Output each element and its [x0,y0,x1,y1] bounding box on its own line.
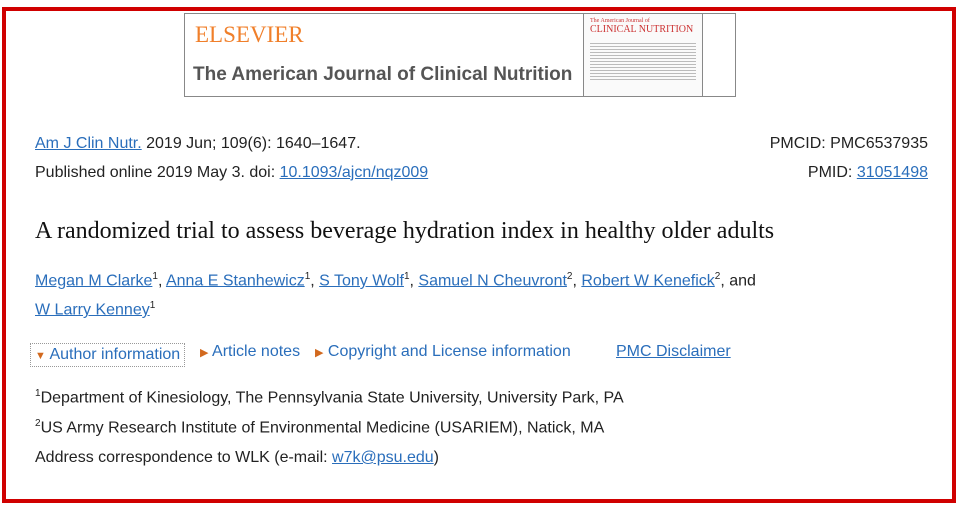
author-link[interactable]: S Tony Wolf [319,272,404,290]
author-sup: 1 [149,300,156,311]
doi-link[interactable]: 10.1093/ajcn/nqz009 [279,164,429,181]
article-notes-label: Article notes [212,343,301,360]
correspondence: Address correspondence to WLK (e-mail: w… [35,449,439,467]
author-link[interactable]: Samuel N Cheuvront [418,272,567,290]
affiliation-sup: 2 [35,418,41,429]
author-sup: 2 [714,271,721,282]
article-notes-toggle[interactable]: ▶ Article notes [200,343,300,361]
author-link[interactable]: Megan M Clarke [35,272,153,290]
published-date: Published online 2019 May 3. doi: [35,164,280,181]
publication-line: Published online 2019 May 3. doi: 10.109… [35,164,428,182]
triangle-right-icon: ▶ [315,347,324,359]
author-list: Megan M Clarke1, Anna E Stanhewicz1, S T… [35,271,756,290]
author-sup: 1 [152,271,158,282]
cover-title: CLINICAL NUTRITION [590,24,694,35]
and-text: and [724,272,756,290]
journal-link[interactable]: Am J Clin Nutr. [35,135,142,152]
affiliation: 2US Army Research Institute of Environme… [35,418,604,437]
publisher-logo: ELSEVIER [195,22,304,47]
article-title: A randomized trial to assess beverage hy… [35,218,775,244]
journal-cover-image: The American Journal of CLINICAL NUTRITI… [583,14,703,96]
correspondence-text: Address correspondence to WLK (e-mail: [35,449,333,466]
journal-banner[interactable]: ELSEVIER The American Journal of Clinica… [184,13,736,97]
triangle-right-icon: ▶ [200,347,209,359]
author-sup: 1 [304,271,311,282]
correspondence-suffix: ) [433,449,439,466]
author-info-toggle[interactable]: ▼ Author information [30,343,186,367]
journal-name: The American Journal of Clinical Nutriti… [193,64,573,85]
cover-subtitle: The American Journal of [590,18,650,24]
author-info-label: Author information [49,346,181,363]
author-link[interactable]: Robert W Kenefick [581,272,715,290]
pmid-line: PMID: 31051498 [808,164,928,182]
citation-details: 2019 Jun; 109(6): 1640–1647. [141,135,361,152]
affiliation-sup: 1 [35,388,41,399]
author-link[interactable]: Anna E Stanhewicz [165,272,305,290]
pmid-label: PMID: [807,164,857,181]
affiliation: 1Department of Kinesiology, The Pennsylv… [35,388,624,407]
triangle-down-icon: ▼ [35,350,46,362]
pmcid: PMCID: PMC6537935 [769,135,928,152]
pmid-link[interactable]: 31051498 [856,164,928,181]
email-link[interactable]: w7k@psu.edu [332,449,434,466]
copyright-toggle[interactable]: ▶ Copyright and License information [315,343,571,361]
highlight-frame [2,7,956,503]
author-list-cont: W Larry Kenney1 [35,300,155,319]
pmc-disclaimer-link[interactable]: PMC Disclaimer [616,343,731,360]
affiliation-text: US Army Research Institute of Environmen… [40,419,605,437]
author-link[interactable]: W Larry Kenney [35,301,150,319]
affiliation-text: Department of Kinesiology, The Pennsylva… [40,389,624,407]
author-sup: 2 [566,271,573,282]
citation-line: Am J Clin Nutr. 2019 Jun; 109(6): 1640–1… [35,135,361,153]
copyright-label: Copyright and License information [327,343,571,360]
author-sup: 1 [403,271,410,282]
